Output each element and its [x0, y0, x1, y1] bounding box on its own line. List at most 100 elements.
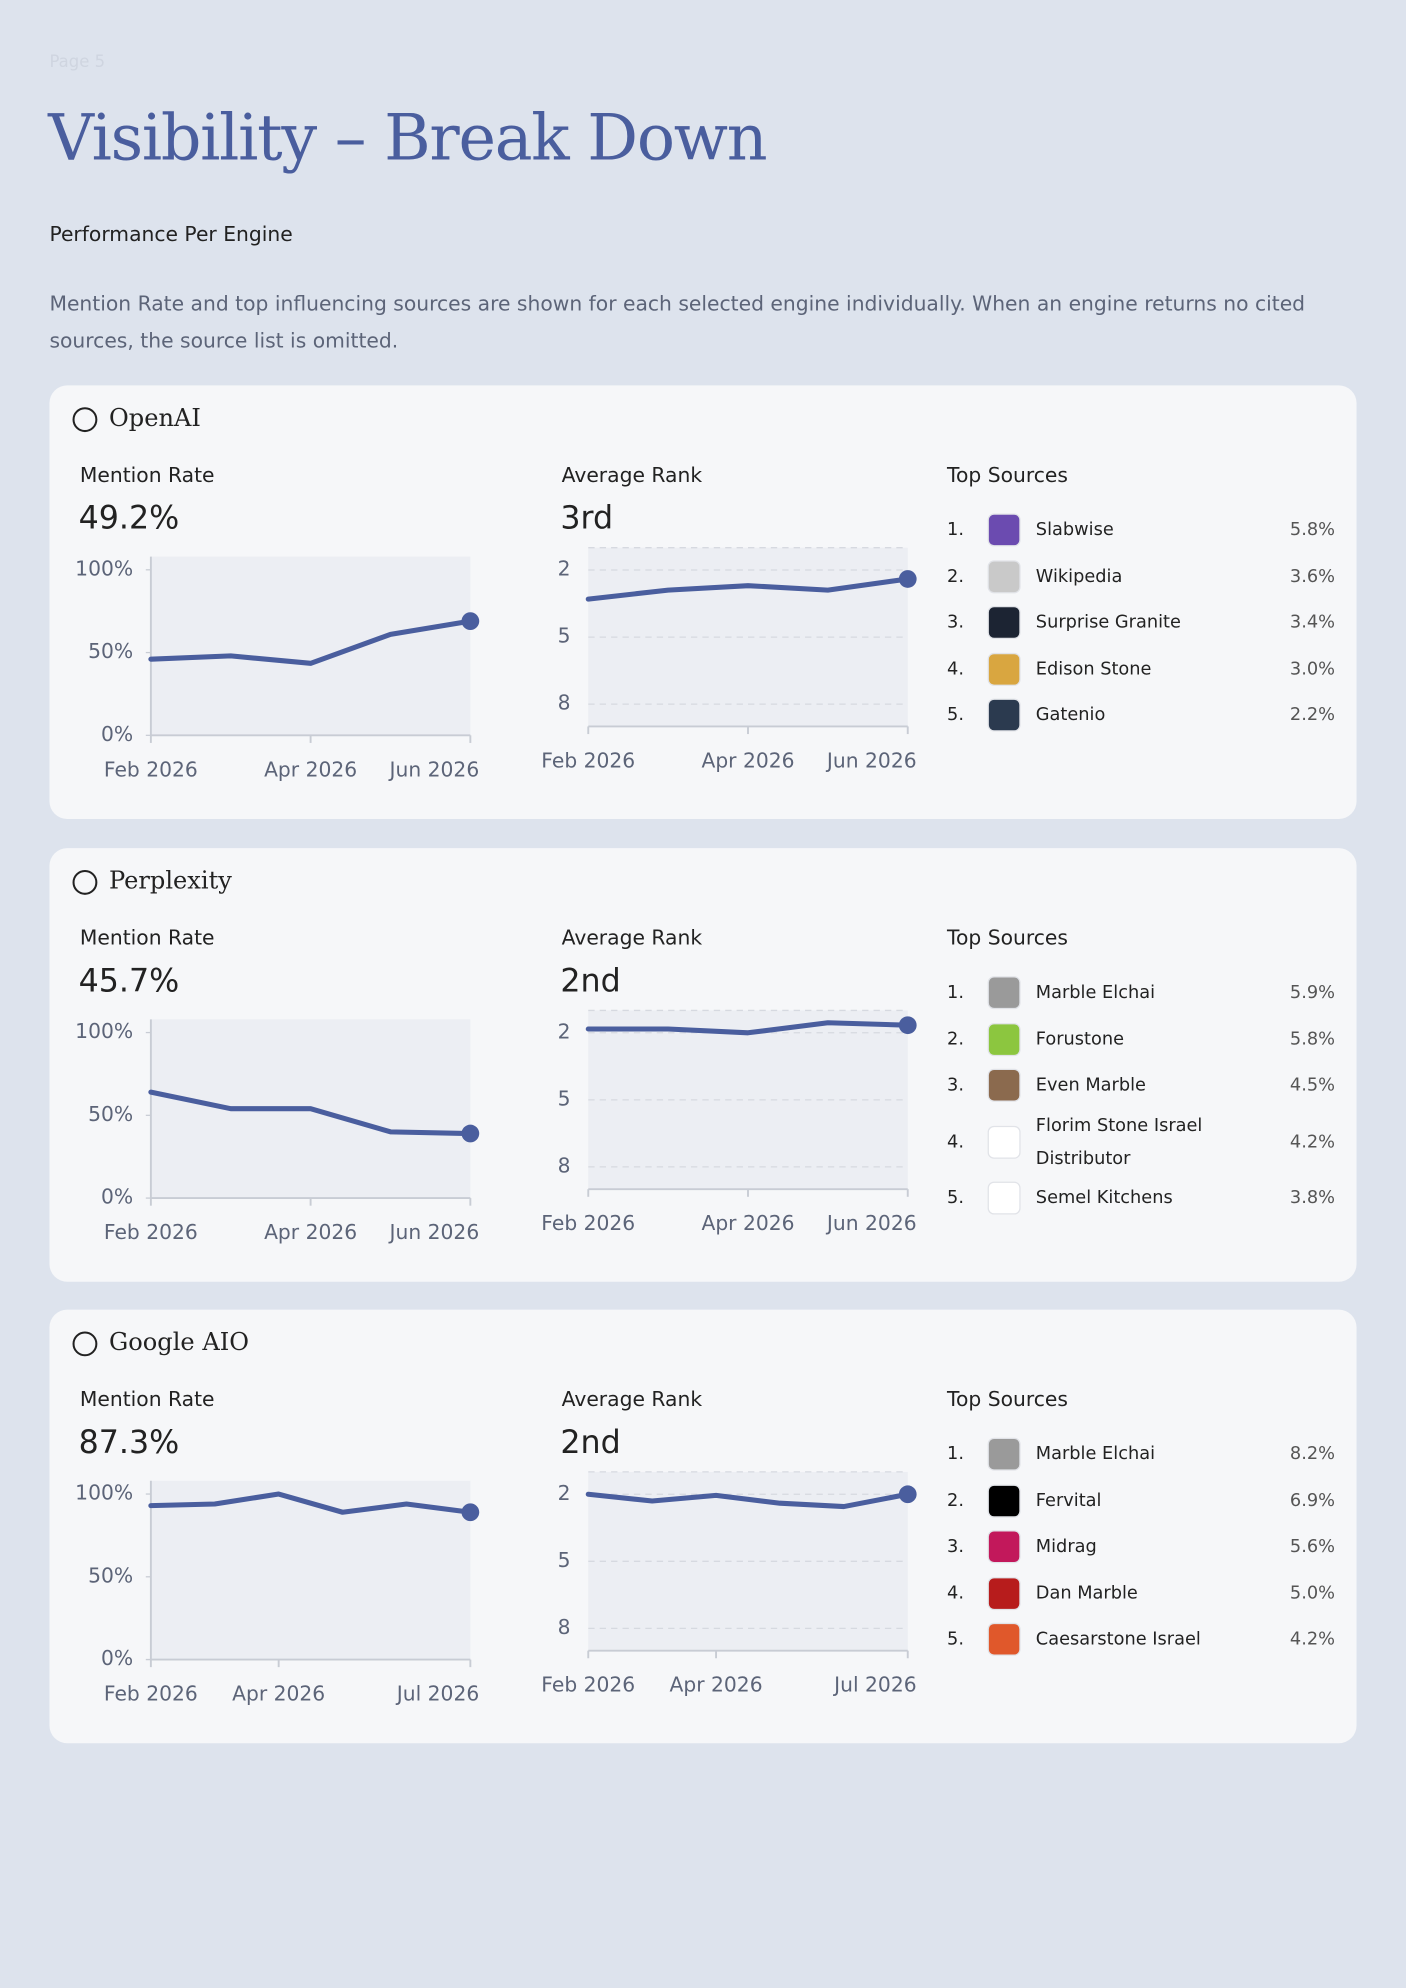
- source-name: Edison Stone: [1035, 658, 1152, 680]
- end-point: [461, 1503, 480, 1522]
- source-icon: [987, 606, 1021, 640]
- source-name: Dan Marble: [1035, 1583, 1138, 1604]
- line-series: [148, 1089, 473, 1137]
- description: Mention Rate and top influencing sources…: [49, 291, 1306, 353]
- source-row: 4. Florim Stone Israel Distributor 4.2%: [947, 1109, 1335, 1175]
- source-row: 3. Surprise Granite 3.4%: [947, 600, 1335, 646]
- y-tick-label: 50%: [88, 1563, 133, 1587]
- engine-name: OpenAI: [109, 404, 201, 433]
- x-tick-label: Feb 2026: [541, 1211, 635, 1235]
- source-icon: [987, 652, 1021, 686]
- y-tick-label: 8: [558, 1615, 571, 1639]
- source-rank: 2.: [947, 566, 964, 587]
- plot-area: [150, 1480, 471, 1660]
- source-rank: 1.: [947, 1444, 964, 1465]
- source-row: 3. Midrag 5.6%: [947, 1524, 1335, 1570]
- source-share: 5.6%: [1289, 1536, 1336, 1558]
- source-icon: [987, 1623, 1021, 1657]
- source-name: Marble Elchai: [1035, 1444, 1156, 1465]
- engine-name: Perplexity: [109, 867, 232, 896]
- line-series: [148, 1491, 473, 1515]
- source-row: 2. Fervital 6.9%: [947, 1478, 1335, 1524]
- source-icon: [987, 513, 1021, 547]
- engine-card: 0% 50% 100% Feb 2026 Apr 2026 Jul 2026 2 5 8 Feb …: [49, 1309, 1357, 1744]
- source-share: 4.2%: [1289, 1131, 1336, 1152]
- x-tick-label: Apr 2026: [701, 748, 794, 772]
- source-share: 8.2%: [1289, 1444, 1336, 1465]
- source-share: 5.8%: [1289, 1029, 1336, 1050]
- x-tick-label: Jun 2026: [388, 757, 480, 781]
- x-tick-label: Apr 2026: [701, 1211, 794, 1235]
- y-tick-label: 2: [558, 557, 571, 581]
- source-rank: 4.: [947, 1131, 964, 1152]
- source-name: Surprise Granite: [1035, 612, 1181, 633]
- metric-label: Mention Rate: [79, 1386, 215, 1412]
- sources-label: Top Sources: [947, 925, 1068, 950]
- source-name: Gatenio: [1035, 705, 1106, 726]
- source-share: 3.8%: [1289, 1187, 1336, 1208]
- source-rank: 5.: [947, 1629, 964, 1650]
- source-icon: [987, 1181, 1021, 1215]
- line-series: [585, 1491, 911, 1510]
- metric-value: 3rd: [560, 499, 614, 537]
- source-icon: [987, 976, 1021, 1010]
- engine-icon: [72, 869, 98, 895]
- x-tick-label: Apr 2026: [670, 1673, 763, 1697]
- source-icon: [987, 1576, 1021, 1610]
- metric-label: Average Rank: [561, 462, 703, 487]
- y-tick-label: 5: [558, 1086, 571, 1110]
- metric-label: Mention Rate: [79, 925, 215, 950]
- end-point: [898, 1485, 917, 1504]
- subtitle: Performance Per Engine: [49, 221, 293, 246]
- source-row: 3. Even Marble 4.5%: [947, 1062, 1335, 1108]
- y-tick-label: 50%: [88, 639, 133, 663]
- source-row: 1. Marble Elchai 5.9%: [947, 970, 1335, 1016]
- source-share: 5.8%: [1289, 520, 1336, 541]
- source-name: Midrag: [1035, 1536, 1097, 1558]
- source-list: 1. Marble Elchai 5.9% 2. Forustone 5.8% 3. Even…: [947, 970, 1335, 1221]
- y-tick-label: 8: [558, 1153, 571, 1177]
- source-share: 4.2%: [1289, 1629, 1336, 1650]
- engine-charts: 0% 50% 100% Feb 2026 Apr 2026 Jun 2026 2 5 8 Feb …: [72, 869, 917, 1244]
- metric-value: 2nd: [560, 962, 621, 1000]
- engine-charts: 0% 50% 100% Feb 2026 Apr 2026 Jun 2026 2 5 8 Feb …: [72, 407, 917, 781]
- source-name: Fervital: [1035, 1490, 1102, 1511]
- source-name: Marble Elchai: [1035, 982, 1156, 1004]
- y-tick-label: 100%: [75, 1019, 133, 1043]
- source-row: 1. Marble Elchai 8.2%: [947, 1431, 1335, 1477]
- source-rank: 4.: [947, 1583, 964, 1604]
- source-name: Florim Stone Israel Distributor: [1035, 1115, 1203, 1169]
- source-icon: [987, 1438, 1021, 1471]
- y-tick-label: 2: [558, 1019, 571, 1043]
- x-tick-label: Jun 2026: [825, 748, 917, 772]
- x-tick-label: Feb 2026: [541, 1673, 635, 1697]
- plot-area: [150, 556, 471, 736]
- metric-value: 2nd: [560, 1423, 621, 1461]
- source-rank: 2.: [947, 1490, 964, 1511]
- sources-label: Top Sources: [947, 1386, 1068, 1412]
- y-tick-label: 100%: [75, 556, 133, 580]
- source-share: 3.0%: [1289, 658, 1336, 680]
- source-name: Caesarstone Israel: [1035, 1629, 1201, 1650]
- source-row: 5. Semel Kitchens 3.8%: [947, 1175, 1335, 1221]
- source-rank: 3.: [947, 612, 964, 633]
- source-share: 4.5%: [1289, 1075, 1336, 1096]
- line-series: [585, 576, 911, 602]
- source-icon: [987, 1484, 1021, 1518]
- source-icon: [987, 1125, 1021, 1159]
- source-rank: 5.: [947, 705, 964, 726]
- source-rank: 3.: [947, 1075, 964, 1096]
- end-point: [461, 612, 480, 630]
- x-tick-label: Feb 2026: [104, 757, 198, 781]
- y-tick-label: 50%: [88, 1102, 133, 1126]
- source-row: 1. Slabwise 5.8%: [947, 507, 1335, 553]
- page-label: Page 5: [49, 53, 106, 73]
- x-tick-label: Jul 2026: [395, 1682, 479, 1706]
- source-share: 6.9%: [1289, 1490, 1336, 1511]
- metric-label: Average Rank: [561, 925, 703, 950]
- source-list: 1. Marble Elchai 8.2% 2. Fervital 6.9% 3. Midra…: [947, 1431, 1335, 1662]
- source-rank: 4.: [947, 658, 964, 680]
- x-tick-label: Apr 2026: [264, 757, 357, 781]
- source-row: 2. Forustone 5.8%: [947, 1016, 1335, 1062]
- engine-charts: 0% 50% 100% Feb 2026 Apr 2026 Jul 2026 2 5 8 Feb …: [72, 1331, 917, 1706]
